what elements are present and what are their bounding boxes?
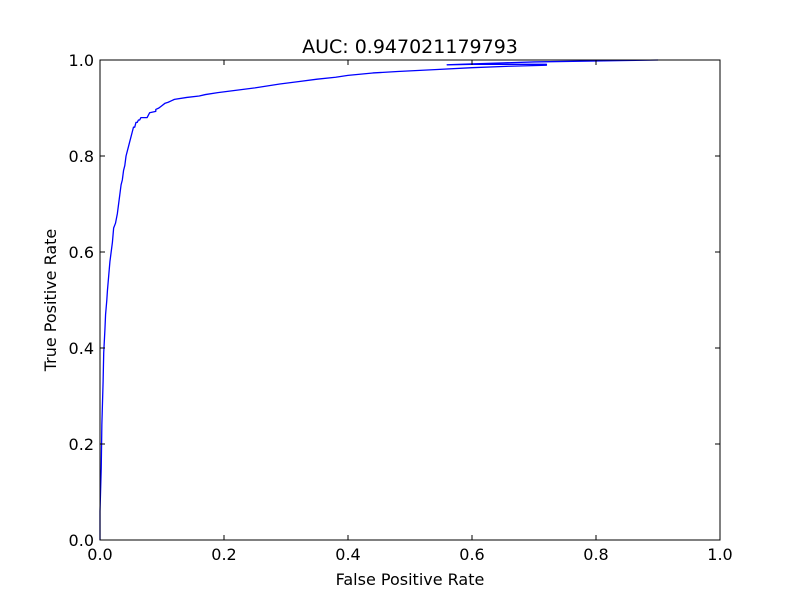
roc-curve-line xyxy=(99,59,659,540)
chart-title: AUC: 0.947021179793 xyxy=(302,36,518,58)
y-tick-label: 0.6 xyxy=(69,243,94,262)
plot-area xyxy=(99,59,659,540)
x-tick-label: 0.0 xyxy=(87,545,112,564)
x-tick-label: 0.6 xyxy=(459,545,484,564)
x-tick-label: 0.4 xyxy=(335,545,360,564)
y-axis-ticks: 0.0 0.2 0.4 0.6 0.8 1.0 xyxy=(69,51,720,550)
x-tick-label: 1.0 xyxy=(707,545,732,564)
y-tick-label: 0.8 xyxy=(69,147,94,166)
y-tick-label: 0.4 xyxy=(69,339,94,358)
x-tick-label: 0.2 xyxy=(211,545,236,564)
plot-frame xyxy=(99,59,721,541)
x-axis-ticks: 0.0 0.2 0.4 0.6 0.8 1.0 xyxy=(87,60,733,564)
y-axis-label: True Positive Rate xyxy=(41,229,60,373)
y-tick-label: 0.2 xyxy=(69,435,94,454)
x-tick-label: 0.8 xyxy=(583,545,608,564)
x-axis-label: False Positive Rate xyxy=(336,570,485,589)
y-tick-label: 0.0 xyxy=(69,531,94,550)
y-tick-label: 1.0 xyxy=(69,51,94,70)
